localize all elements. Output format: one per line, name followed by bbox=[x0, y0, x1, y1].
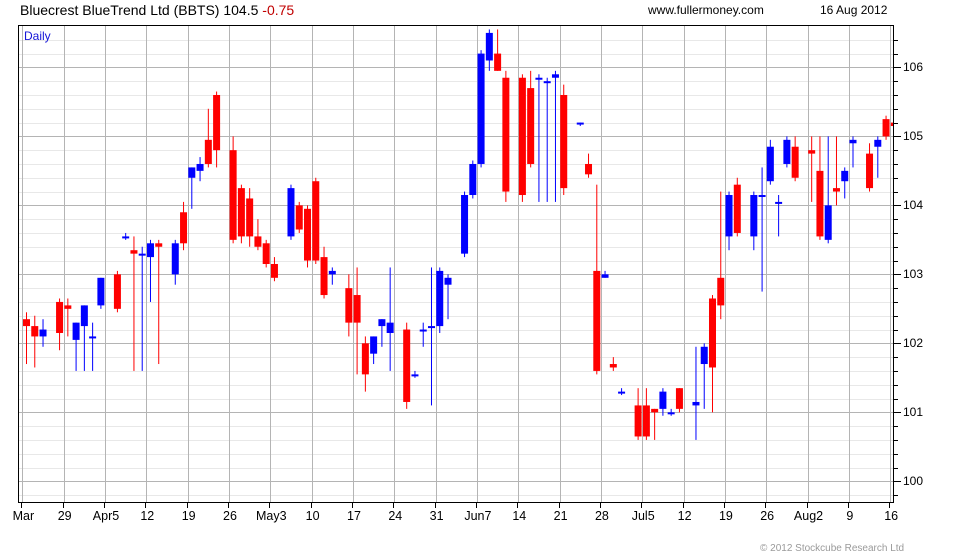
price-tick bbox=[894, 467, 898, 469]
price-tick-label: 102 bbox=[903, 336, 924, 351]
price-tick bbox=[894, 274, 901, 276]
price-tick bbox=[894, 95, 898, 96]
price-tick bbox=[894, 136, 901, 138]
date-tick-label: 17 bbox=[347, 509, 361, 523]
date-tick bbox=[310, 503, 312, 508]
date-tick bbox=[558, 503, 560, 508]
date-tick-label: 16 bbox=[884, 509, 899, 523]
date-axis: Mar 29 Apr5 12 19 26 May3 10 17 24 31 Jun7 14 21 28 Jul… bbox=[13, 503, 898, 527]
price-tick bbox=[894, 453, 898, 455]
candlestick-series bbox=[23, 29, 893, 440]
date-tick bbox=[889, 503, 891, 508]
price-tick bbox=[894, 301, 898, 303]
price-tick bbox=[894, 288, 898, 290]
date-tick-label: 28 bbox=[594, 509, 609, 523]
price-tick bbox=[894, 122, 898, 124]
date-tick bbox=[393, 503, 395, 508]
source-website: www.fullermoney.com bbox=[648, 3, 764, 17]
date-tick bbox=[186, 503, 188, 508]
price-tick-label: 105 bbox=[903, 129, 924, 144]
date-tick bbox=[475, 503, 477, 508]
price-tick bbox=[894, 343, 901, 345]
date-tick-label: 24 bbox=[388, 509, 403, 523]
date-tick-label: 19 bbox=[718, 509, 733, 523]
price-tick bbox=[894, 39, 898, 41]
date-tick-label: Jul5 bbox=[631, 509, 655, 523]
price-tick bbox=[894, 191, 898, 193]
date-tick bbox=[62, 503, 64, 508]
instrument-title-text: Bluecrest BlueTrend Ltd (BBTS) 104.5 bbox=[20, 2, 259, 18]
date-tick-label: 21 bbox=[553, 509, 568, 523]
date-tick bbox=[517, 503, 519, 508]
price-axis: 100 101 102 103 104 105 106 bbox=[894, 25, 980, 503]
price-tick bbox=[894, 233, 898, 234]
date-tick-label: 29 bbox=[57, 509, 72, 523]
price-tick bbox=[894, 370, 898, 372]
price-tick-label: 106 bbox=[903, 60, 924, 75]
date-tick-label: Mar bbox=[12, 509, 35, 523]
date-tick bbox=[806, 503, 808, 508]
price-tick bbox=[894, 439, 898, 441]
price-tick bbox=[894, 398, 898, 400]
date-tick bbox=[269, 503, 271, 508]
date-tick bbox=[21, 503, 23, 508]
date-tick bbox=[352, 503, 353, 508]
price-tick bbox=[894, 219, 898, 221]
chart-gridlines bbox=[19, 26, 893, 502]
price-tick bbox=[894, 315, 898, 317]
price-tick bbox=[894, 481, 901, 483]
price-tick-label: 100 bbox=[903, 474, 924, 489]
price-tick bbox=[894, 495, 898, 497]
date-tick-label: 31 bbox=[429, 509, 444, 523]
date-tick bbox=[847, 503, 849, 508]
price-tick bbox=[894, 150, 898, 152]
copyright-notice: © 2012 Stockcube Research Ltd bbox=[760, 543, 905, 554]
price-tick bbox=[894, 164, 898, 165]
plot-area: Daily bbox=[18, 25, 894, 503]
price-tick bbox=[894, 205, 901, 207]
date-tick-label: 12 bbox=[140, 509, 155, 523]
date-tick-label: 9 bbox=[846, 509, 854, 523]
price-tick bbox=[894, 53, 898, 55]
price-change: -0.75 bbox=[262, 2, 295, 18]
price-tick bbox=[894, 384, 898, 386]
interval-label: Daily bbox=[24, 29, 51, 43]
price-tick bbox=[894, 329, 898, 331]
chart-header: Bluecrest BlueTrend Ltd (BBTS) 104.5 -0.… bbox=[0, 0, 980, 22]
date-tick-label: Jun7 bbox=[464, 509, 492, 523]
price-tick-label: 104 bbox=[903, 198, 924, 213]
date-tick-label: 26 bbox=[760, 509, 775, 523]
price-tick bbox=[894, 108, 898, 110]
price-tick bbox=[894, 426, 898, 428]
date-tick-label: May3 bbox=[256, 509, 287, 523]
date-tick bbox=[228, 503, 229, 508]
price-tick bbox=[894, 260, 898, 262]
price-tick bbox=[894, 67, 901, 69]
price-tick bbox=[894, 177, 898, 179]
instrument-title: Bluecrest BlueTrend Ltd (BBTS) 104.5 -0.… bbox=[20, 2, 294, 18]
date-tick bbox=[145, 503, 147, 508]
price-tick-label: 101 bbox=[903, 405, 924, 420]
date-tick bbox=[641, 503, 643, 508]
date-tick bbox=[599, 503, 601, 508]
price-tick-label: 103 bbox=[903, 267, 924, 282]
date-tick bbox=[723, 503, 725, 508]
date-tick bbox=[682, 503, 684, 508]
price-tick bbox=[894, 357, 898, 359]
date-tick-label: 12 bbox=[677, 509, 692, 523]
price-tick bbox=[894, 81, 898, 83]
price-tick bbox=[894, 412, 901, 414]
date-tick bbox=[434, 503, 436, 508]
date-tick-label: 19 bbox=[181, 509, 196, 523]
date-tick-label: Apr5 bbox=[92, 509, 120, 523]
date-tick-label: 10 bbox=[305, 509, 320, 523]
date-tick bbox=[104, 503, 105, 508]
date-tick-label: 26 bbox=[223, 509, 237, 523]
date-tick bbox=[765, 503, 767, 508]
chart-date: 16 Aug 2012 bbox=[820, 3, 888, 17]
date-tick-label: Aug2 bbox=[793, 509, 824, 523]
date-tick-label: 14 bbox=[512, 509, 527, 523]
price-tick bbox=[894, 246, 898, 248]
